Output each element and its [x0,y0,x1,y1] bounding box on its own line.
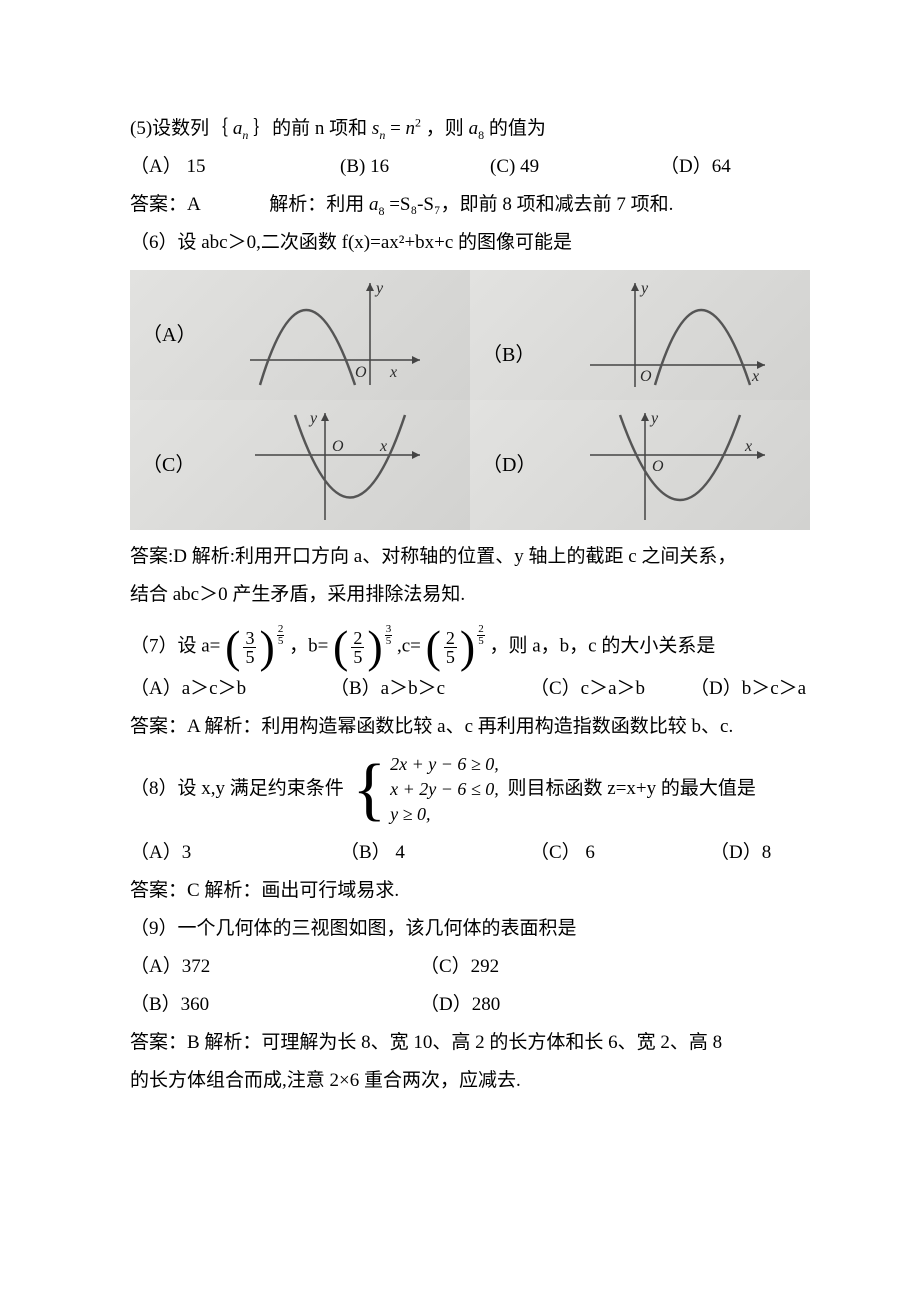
line2: x + 2y − 6 ≤ 0, [390,777,499,802]
var-an: a [233,118,243,139]
q6-answer-1: 答案:D 解析:利用开口方向 a、对称轴的位置、y 轴上的截距 c 之间关系， [130,538,810,576]
opt-b: （B）360 [130,986,420,1024]
axis-x-label: x [379,438,387,455]
expl-tail: =S₈-S₇，即前 8 项和减去前 7 项和. [389,194,673,215]
panel-c: （C） y x O [130,400,470,530]
axis-x-label: x [744,438,752,455]
sub-n: n [379,128,385,142]
text: （8）设 x,y 满足约束条件 [130,778,344,799]
text: （7）设 a= [130,635,220,656]
opt-a: （A）372 [130,948,420,986]
sub-8: 8 [378,204,384,218]
exp-num: 3 [386,624,392,635]
q8-stem: （8）设 x,y 满足约束条件 { 2x + y − 6 ≥ 0, x + 2y… [130,752,810,828]
den: 5 [351,647,364,666]
q5-options: （A） 15 (B) 16 (C) 49 （D）64 [130,148,810,186]
frac-2: ( 25 ) 35 [333,624,392,670]
opt-c: (C) 49 [490,148,660,186]
panel-label-c: （C） [142,445,195,485]
q8-options: （A）3 （B） 4 （C） 6 （D）8 [130,834,810,872]
panel-a: （A） y x O [130,270,470,400]
frac-3: ( 25 ) 25 [426,624,485,670]
opt-b: （B） 4 [340,834,530,872]
text: ，则 a，b，c 的大小关系是 [490,635,716,656]
axis-y-label: y [649,410,659,427]
exp-num: 2 [278,624,284,635]
axis-x-label: x [751,368,759,385]
exp-den: 5 [277,635,285,647]
origin-label: O [355,364,367,381]
origin-label: O [652,458,664,475]
text: (5)设数列｛ [130,118,228,139]
q9-options-row1: （A）372 （C）292 [130,948,810,986]
text: ,c= [397,635,421,656]
q9-answer-2: 的长方体组合而成,注意 2×6 重合两次，应减去. [130,1062,810,1100]
var-n: n [406,118,416,139]
panel-label-d: （D） [482,445,536,485]
num: 2 [446,629,455,647]
opt-a: （A） 15 [130,148,340,186]
axis-y-label: y [308,410,318,427]
panel-label-a: （A） [142,315,196,355]
q6-stem: （6）设 abc＞0,二次函数 f(x)=ax²+bx+c 的图像可能是 [130,224,810,262]
opt-a: （A）a＞c＞b [130,670,330,708]
panel-label-b: （B） [482,335,535,375]
line1: 2x + y − 6 ≥ 0, [390,752,499,777]
q7-stem: （7）设 a= ( 35 ) 25 ，b= ( 25 ) 35 ,c= ( 25… [130,624,810,670]
text: ，则 [426,118,464,139]
opt-b: （B）a＞b＞c [330,670,530,708]
text: ｝的前 n 项和 [253,118,367,139]
opt-a: （A）3 [130,834,340,872]
num: 3 [245,629,254,647]
q5-stem: (5)设数列｛ an ｝的前 n 项和 sn = n2 ，则 a8 的值为 [130,110,810,148]
axis-y-label: y [639,280,649,297]
sup-2: 2 [415,116,421,130]
axis-x-label: x [389,364,397,381]
exp-den: 5 [477,635,485,647]
q9-options-row2: （B）360 （D）280 [130,986,810,1024]
text: 则目标函数 z=x+y 的最大值是 [508,778,756,799]
q7-answer: 答案：A 解析：利用构造幂函数比较 a、c 再利用构造指数函数比较 b、c. [130,708,810,746]
q9-stem: （9）一个几何体的三视图如图，该几何体的表面积是 [130,910,810,948]
q5-answer: 答案：A 解析：利用 a8 =S₈-S₇，即前 8 项和减去前 7 项和. [130,186,810,224]
opt-d: （D）280 [420,986,500,1024]
sub-8: 8 [478,128,484,142]
panel-b: （B） y x O [470,270,810,400]
graph-b: y x O [580,275,780,395]
var-a8: a [469,118,479,139]
q8-answer: 答案：C 解析：画出可行域易求. [130,872,810,910]
den: 5 [243,647,256,666]
opt-d: （D）8 [710,834,771,872]
ans-label: 答案：A [130,194,200,215]
line3: y ≥ 0, [390,802,499,827]
origin-label: O [640,368,652,385]
q7-options: （A）a＞c＞b （B）a＞b＞c （C）c＞a＞b （D）b＞c＞a [130,670,810,708]
frac-1: ( 35 ) 25 [225,624,284,670]
q6-answer-2: 结合 abc＞0 产生矛盾，采用排除法易知. [130,576,810,614]
exp-num: 2 [478,624,484,635]
den: 5 [444,647,457,666]
axis-y-label: y [374,280,384,297]
exp-den: 5 [385,635,393,647]
panel-d: （D） y x O [470,400,810,530]
brace-system: { 2x + y − 6 ≥ 0, x + 2y − 6 ≤ 0, y ≥ 0, [353,752,499,828]
text: ，b= [289,635,328,656]
expl-label: 解析：利用 [269,194,364,215]
opt-c: （C）c＞a＞b [530,670,690,708]
opt-d: （D）b＞c＞a [690,670,806,708]
origin-label: O [332,438,344,455]
opt-c: （C）292 [420,948,499,986]
graph-d: y x O [580,405,780,525]
opt-b: (B) 16 [340,148,490,186]
opt-c: （C） 6 [530,834,710,872]
opt-d: （D）64 [660,148,731,186]
eq: = [390,118,401,139]
num: 2 [353,629,362,647]
text: 的值为 [489,118,546,139]
graph-c: y x O [240,405,440,525]
q6-figure: （A） y x O （B） y x O [130,270,810,530]
sub-n: n [242,128,248,142]
graph-a: y x O [240,275,440,395]
q9-answer-1: 答案：B 解析：可理解为长 8、宽 10、高 2 的长方体和长 6、宽 2、高 … [130,1024,810,1062]
